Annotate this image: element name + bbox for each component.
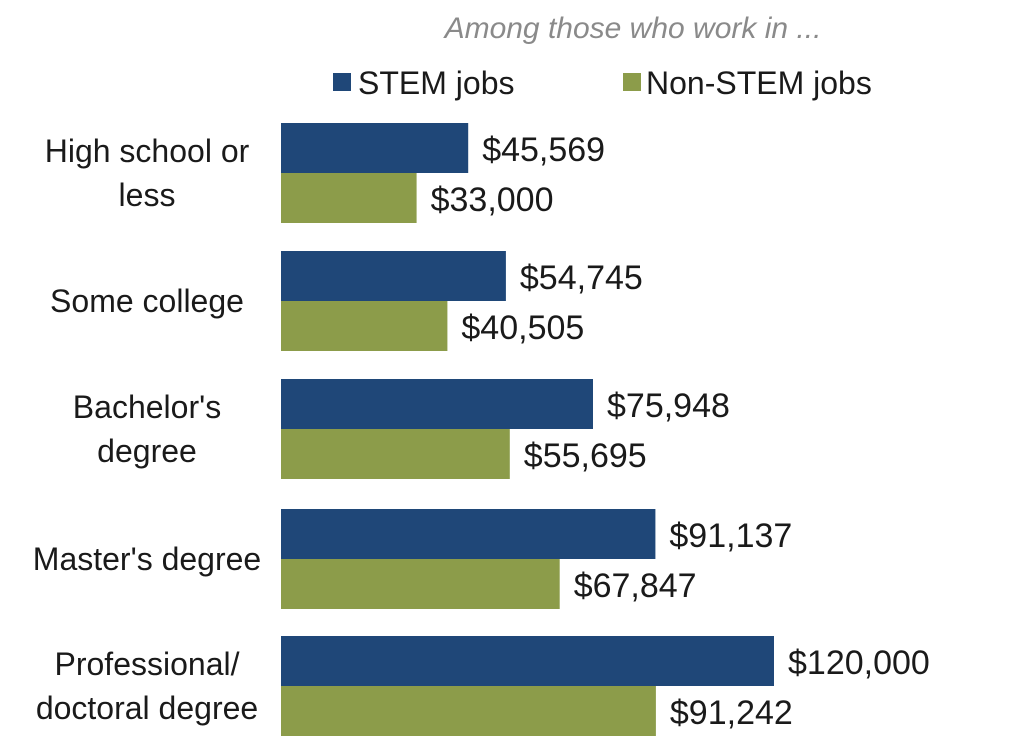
category-label-4-0: Professional/ bbox=[55, 646, 240, 682]
value-label-1-1: $40,505 bbox=[461, 309, 584, 347]
bar-0-0 bbox=[281, 123, 469, 173]
legend-label-0: STEM jobs bbox=[358, 65, 514, 101]
bar-1-0 bbox=[281, 173, 417, 223]
value-label-1-2: $55,695 bbox=[524, 437, 647, 475]
category-label-1-0: Some college bbox=[50, 283, 244, 319]
legend-label-1: Non-STEM jobs bbox=[646, 65, 872, 101]
category-label-0-0: High school or bbox=[45, 133, 250, 169]
bar-1-2 bbox=[281, 429, 510, 479]
bar-1-1 bbox=[281, 301, 448, 351]
bar-0-4 bbox=[281, 636, 774, 686]
bar-1-3 bbox=[281, 559, 560, 609]
value-label-1-0: $33,000 bbox=[431, 181, 554, 219]
legend-swatch-1 bbox=[623, 73, 641, 91]
legend-swatch-0 bbox=[333, 73, 351, 91]
bar-0-2 bbox=[281, 379, 593, 429]
value-label-0-2: $75,948 bbox=[607, 387, 730, 425]
legend: STEM jobs Non-STEM jobs bbox=[333, 65, 872, 101]
category-label-2-0: Bachelor's bbox=[73, 389, 221, 425]
bar-0-1 bbox=[281, 251, 506, 301]
value-label-0-4: $120,000 bbox=[788, 644, 930, 682]
category-label-4-1: doctoral degree bbox=[36, 690, 258, 726]
value-label-0-3: $91,137 bbox=[669, 517, 792, 555]
category-label-0-1: less bbox=[119, 177, 176, 213]
value-label-0-1: $54,745 bbox=[520, 259, 643, 297]
category-label-3-0: Master's degree bbox=[33, 541, 261, 577]
value-label-1-3: $67,847 bbox=[574, 567, 697, 605]
chart-subtitle: Among those who work in ... bbox=[443, 12, 822, 45]
value-label-1-4: $91,242 bbox=[670, 694, 793, 732]
bar-1-4 bbox=[281, 686, 656, 736]
bar-0-3 bbox=[281, 509, 656, 559]
value-label-0-0: $45,569 bbox=[482, 131, 605, 169]
bars: High school or less $45,569 $33,000 Some col… bbox=[33, 123, 930, 736]
category-label-2-1: degree bbox=[97, 433, 197, 469]
